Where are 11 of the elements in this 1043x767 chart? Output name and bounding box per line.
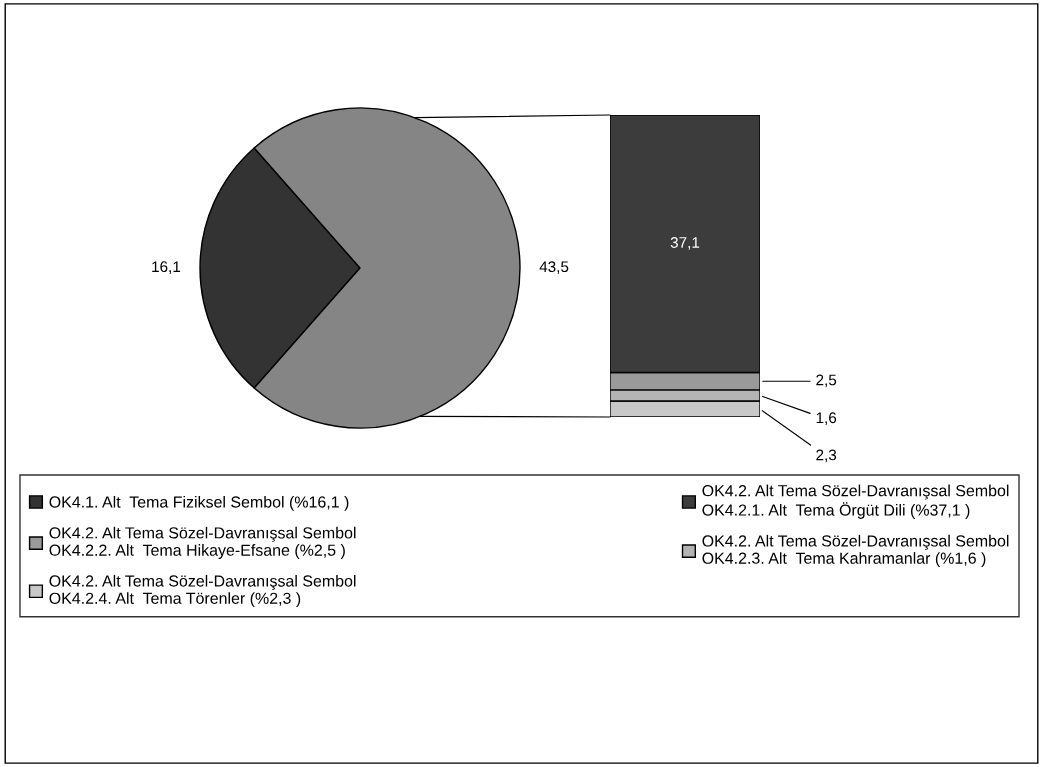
data-label: 37,1 [670, 237, 700, 250]
data-label: 2,3 [816, 449, 837, 463]
data-label: 16,1 [152, 261, 181, 274]
legend-label: OK4.1. Alt Tema Fiziksel Sembol (%16,1 ) [49, 495, 349, 511]
data-label: 2,5 [816, 374, 837, 388]
legend-label: OK4.2. Alt Tema Sözel-Davranışsal Sembol OK4.2.2. Alt Tema Hikaye-Efsane (%2,5 ) [49, 526, 356, 559]
legend-label: OK4.2. Alt Tema Sözel-Davranışsal Sembol OK4.2.3. Alt Tema Kahramanlar (%1,6 ) [702, 534, 1009, 568]
legend-label: OK4.2. Alt Tema Sözel-Davranışsal Sembol OK4.2.4. Alt Tema Törenler (%2,3 ) [49, 574, 356, 608]
legend-label: OK4.2. Alt Tema Sözel-Davranışsal Sembol OK4.2.1. Alt Tema Örgüt Dili (%37,1 ) [702, 484, 1009, 519]
data-label: 43,5 [539, 261, 569, 274]
data-label: 1,6 [816, 412, 837, 425]
